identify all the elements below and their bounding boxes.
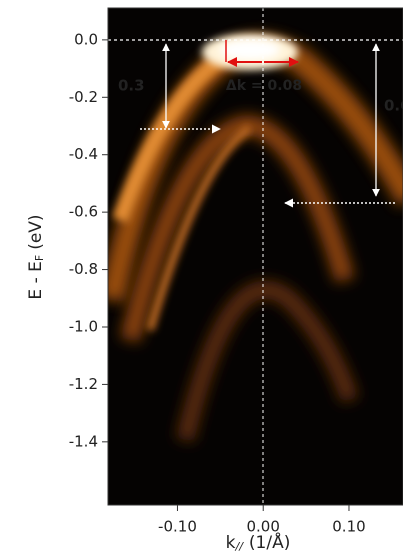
annotation: 0.3 xyxy=(118,77,145,95)
plot-frame xyxy=(107,7,403,506)
annotation: 0.6 xyxy=(384,97,403,115)
intensity-map xyxy=(108,34,403,443)
y-tick-label: -1.0 xyxy=(69,317,98,335)
x-tick-label: -0.10 xyxy=(158,518,197,536)
x-axis-label: k// (1/Å) xyxy=(226,531,291,553)
y-label-sub: F xyxy=(33,255,46,261)
y-tick-label: -1.4 xyxy=(69,432,98,450)
y-tick-label: 0.0 xyxy=(74,30,98,48)
x-label-unit: (1/Å) xyxy=(249,531,290,553)
annotation: Δk = 0.08 xyxy=(226,78,302,94)
x-label-main: k xyxy=(226,533,236,553)
x-label-sub: // xyxy=(235,540,245,553)
y-tick-label: -0.2 xyxy=(69,88,98,106)
x-tick-label: 0.10 xyxy=(332,518,365,536)
x-tick-label: 0.00 xyxy=(247,518,280,536)
y-label-unit: (eV) xyxy=(26,214,46,249)
y-tick-label: -0.6 xyxy=(69,203,98,221)
y-axis-label: E - EF (eV) xyxy=(26,214,46,299)
y-tick-label: -0.4 xyxy=(69,145,98,163)
y-label-main: E - E xyxy=(26,261,46,299)
y-tick-label: -1.2 xyxy=(69,375,98,393)
y-tick-label: -0.8 xyxy=(69,260,98,278)
